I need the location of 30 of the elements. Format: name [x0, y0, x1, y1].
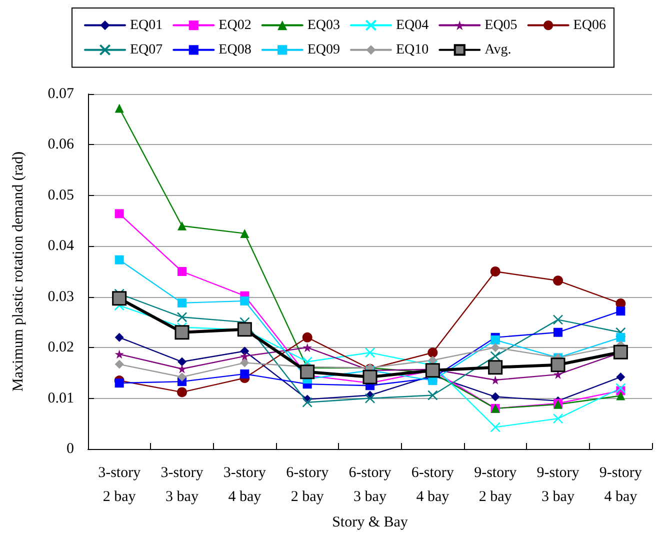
y-tick-label: 0.02: [48, 340, 74, 356]
x-tick-label: 6-story 3 bay: [348, 465, 392, 505]
y-tick-label: 0: [66, 441, 74, 457]
legend-label: EQ06: [573, 18, 606, 33]
legend-label: EQ01: [130, 18, 163, 33]
legend-label: EQ10: [396, 42, 429, 58]
y-tick-label: 0.05: [48, 187, 74, 204]
y-tick-label: 0.06: [48, 136, 74, 153]
y-tick-label: 0.04: [48, 238, 74, 254]
x-tick-label: 3-story 3 bay: [160, 465, 204, 505]
x-tick-label: 9-story 3 bay: [536, 465, 580, 505]
legend-label: EQ03: [307, 18, 340, 33]
y-tick-label: 0.01: [48, 390, 74, 406]
legend-label: Avg.: [484, 42, 512, 58]
x-tick-label: 3-story 4 bay: [223, 465, 266, 505]
legend-label: EQ09: [307, 42, 340, 58]
legend-label: EQ04: [396, 18, 429, 33]
y-tick-label: 0.03: [48, 288, 74, 305]
x-tick-label: 6-story 4 bay: [411, 465, 454, 505]
x-tick-label: 9-story 2 bay: [474, 465, 518, 505]
y-axis-title: Maximum plastic rotation demand (rad): [10, 152, 26, 392]
legend-label: EQ02: [218, 18, 252, 33]
x-tick-label: 3-story 2 bay: [98, 465, 142, 505]
legend-label: EQ05: [484, 18, 518, 33]
y-tick-label: 0.07: [48, 86, 74, 102]
x-tick-label: 9-story 4 bay: [599, 465, 642, 505]
x-tick-label: 6-story 2 bay: [286, 465, 330, 505]
x-axis-title: Story & Bay: [332, 514, 408, 530]
legend-label: EQ07: [130, 42, 163, 58]
legend-label: EQ08: [218, 42, 252, 58]
